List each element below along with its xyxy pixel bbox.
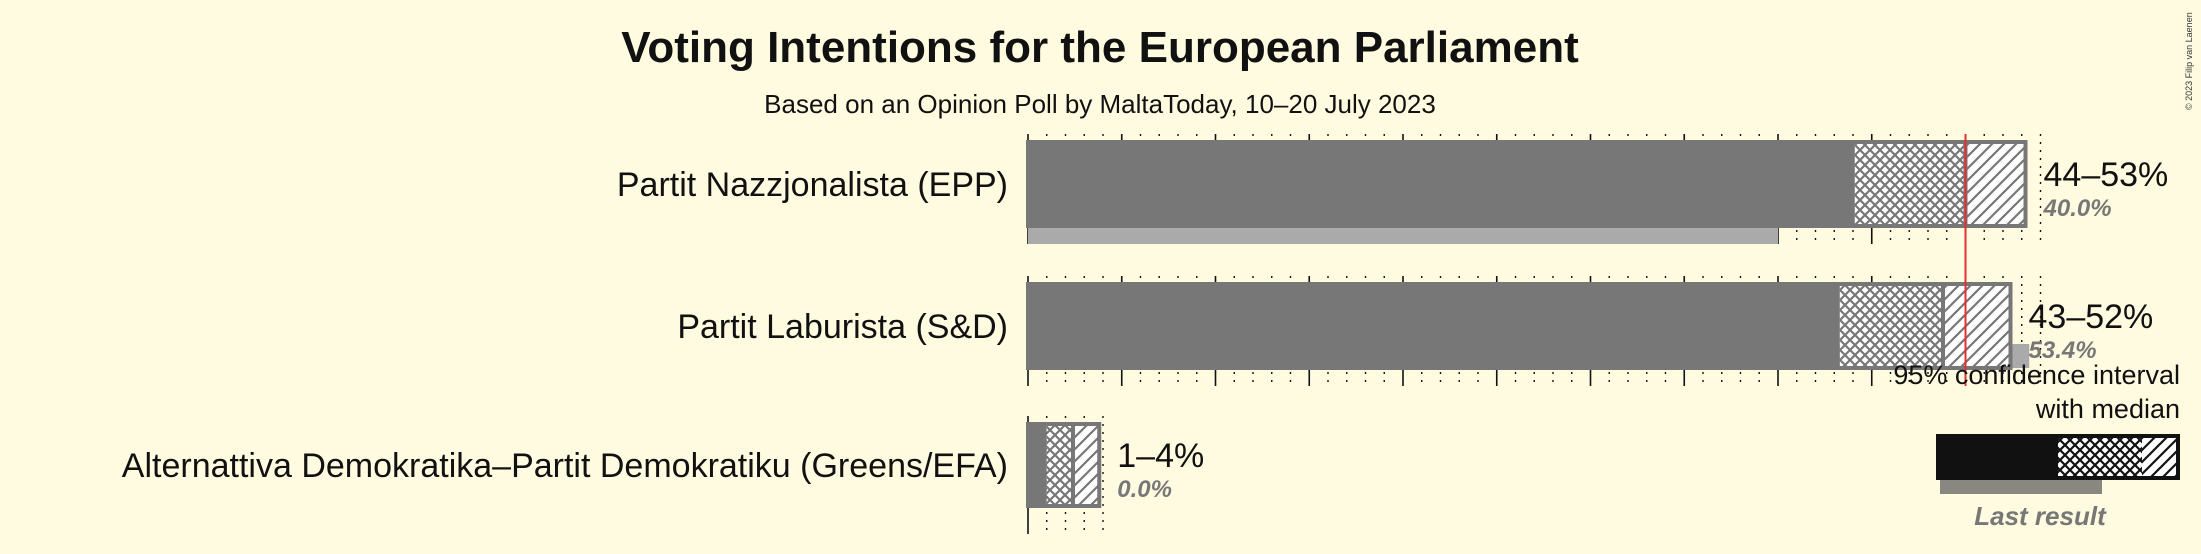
labels: Partit Nazzjonalista (EPP) 44–53%40.0% Par… [122,156,2168,503]
ci95-band [1073,424,1100,506]
range-label: 1–4% [1117,437,1204,475]
party-label: Partit Laburista (S&D) [677,308,1008,346]
legend: 95% confidence interval with median Last… [1893,360,2180,531]
party-label: Alternattiva Demokratika–Partit Demokrat… [122,447,1008,485]
legend-outline [1936,434,2180,480]
bar-outline [1026,422,1102,508]
legend-ci80-bar [2058,436,2142,478]
range-label: 43–52% [2029,298,2154,336]
legend-ci-line2: with median [2035,394,2180,424]
last-result-label: 0.0% [1117,476,1172,503]
chart-title: Voting Intentions for the European Parli… [621,23,1579,72]
copyright-note: © 2023 Filip van Laenen [2184,12,2194,110]
last-result-bar [1028,226,1778,244]
party-label: Partit Nazzjonalista (EPP) [617,166,1008,204]
ci80-band [1854,142,1966,226]
legend-last-result-label: Last result [1974,501,2107,531]
legend-last-result-bar [1940,476,2102,494]
chart-subtitle: Based on an Opinion Poll by MaltaToday, … [764,89,1436,119]
solid-bar [1028,424,1047,506]
ci95-band [1943,284,2011,368]
solid-bar [1028,142,1855,226]
ci95-band [1965,142,2026,226]
solid-bar [1028,284,1840,368]
last-result-label: 53.4% [2029,337,2097,364]
ci80-band [1839,284,1943,368]
bar-outline [1026,140,2028,228]
bar-outline [1026,282,2013,370]
ci80-band [1046,424,1073,506]
bars [1026,140,2030,508]
legend-ci95-bar [2142,436,2178,478]
legend-solid-bar [1938,436,2058,478]
legend-ci-line1: 95% confidence interval [1893,360,2180,390]
last-result-label: 40.0% [2043,195,2112,222]
range-label: 44–53% [2044,156,2169,194]
